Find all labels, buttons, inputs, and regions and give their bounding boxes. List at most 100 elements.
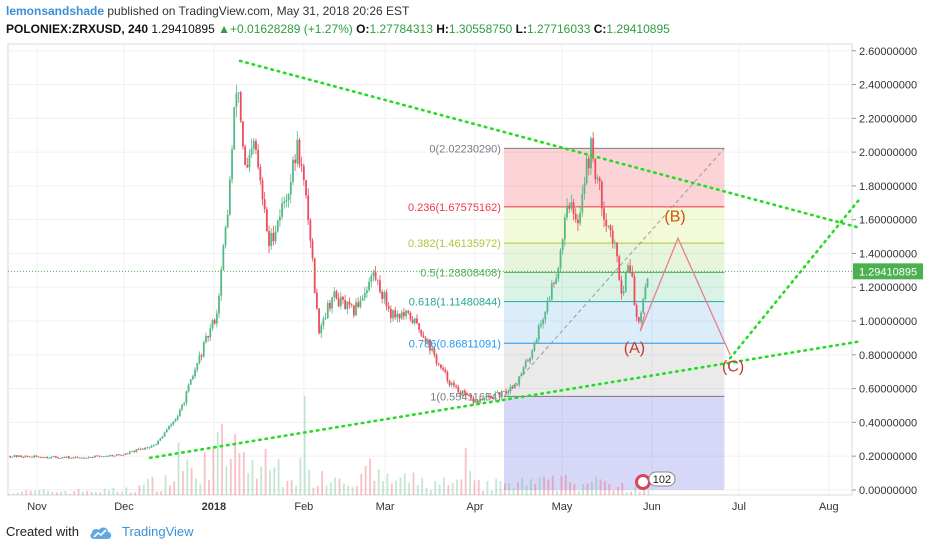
high-label: H: (436, 22, 449, 36)
volume-bar (356, 485, 358, 495)
open-value: 1.27784313 (369, 22, 433, 36)
candle-body (346, 301, 349, 309)
volume-bar (264, 449, 267, 495)
candle-body (174, 419, 177, 422)
candle-body (128, 451, 131, 454)
volume-bar (286, 480, 289, 495)
open-label: O: (356, 22, 370, 36)
volume-bar (395, 480, 397, 495)
fib-zone (503, 343, 725, 397)
created-with-label: Created with (6, 524, 79, 539)
events-badge (648, 471, 676, 487)
candle-body (146, 447, 149, 449)
volume-bar (251, 459, 254, 495)
candle-body (507, 391, 510, 394)
candle-body (17, 455, 20, 457)
volume-bar (521, 477, 524, 495)
candle-body (433, 348, 436, 355)
candle-body (294, 159, 297, 164)
candle-body (596, 177, 599, 180)
x-tick-label: Jun (643, 501, 661, 513)
candle-body (561, 239, 564, 251)
candle-body (466, 393, 468, 396)
last-price-tag (853, 263, 923, 280)
author-link[interactable]: lemonsandshade (6, 4, 105, 18)
candle-body (318, 308, 320, 334)
candle-body (498, 392, 501, 398)
candle-body (359, 300, 362, 307)
candle-body (233, 107, 236, 150)
volume-bar (373, 480, 376, 495)
candle-body (463, 390, 466, 394)
candle-body (246, 164, 249, 168)
tradingview-brand[interactable]: TradingView (122, 524, 194, 539)
candle-body (537, 325, 540, 340)
x-tick-label: Jul (732, 501, 746, 513)
volume-bar (551, 475, 554, 495)
wave-label-a: (A) (624, 340, 645, 357)
candle-body (165, 429, 168, 433)
volume-bar (316, 485, 319, 495)
candle-body (509, 386, 512, 392)
volume-bar (16, 492, 19, 495)
volume-bar (303, 395, 306, 495)
volume-bar (142, 484, 145, 495)
candle-body (574, 213, 577, 220)
x-tick-label: Mar (376, 501, 395, 513)
candle-body (387, 306, 390, 309)
candle-body (220, 269, 223, 296)
candle-body (46, 457, 49, 459)
candle-body (168, 425, 170, 430)
candle-body (150, 445, 153, 448)
candle-body (559, 250, 562, 268)
candle-body (535, 339, 538, 343)
candle-body (453, 382, 455, 386)
volume-bar (312, 487, 315, 495)
volume-bar (543, 476, 545, 495)
candle-body (194, 369, 196, 377)
volume-bar (177, 442, 180, 495)
candle-body (152, 445, 155, 446)
candle-body (587, 158, 590, 169)
volume-bar (151, 476, 154, 495)
candle-body (407, 310, 410, 313)
candle-body (65, 456, 68, 458)
volume-bar (282, 487, 284, 495)
volume-bar (599, 479, 602, 495)
symbol-name[interactable]: POLONIEX:ZRXUSD, 240 (6, 22, 149, 36)
candle-body (444, 369, 447, 373)
volume-bar (604, 480, 606, 495)
volume-bar (351, 486, 354, 495)
volume-bar (160, 491, 163, 495)
candle-body (600, 181, 603, 209)
volume-bar (173, 481, 176, 495)
candle-body (91, 457, 94, 458)
candle-body (215, 313, 218, 324)
volume-bar (434, 480, 437, 495)
volume-bar (630, 491, 632, 495)
fib-zone (503, 206, 725, 244)
candle-body (513, 384, 516, 389)
volume-bar (425, 487, 428, 495)
candle-body (307, 195, 310, 221)
candle-body (376, 279, 379, 281)
volume-bar (447, 485, 450, 495)
volume-bar (390, 483, 393, 495)
candle-body (39, 457, 42, 459)
candle-body (361, 298, 364, 301)
candle-body (178, 409, 181, 417)
candle-body (209, 328, 212, 338)
fib-zone (503, 148, 725, 207)
candle-body (581, 194, 584, 213)
candle-body (618, 256, 621, 281)
candle-body (113, 455, 116, 457)
volume-bar (38, 490, 41, 495)
volume-bar (490, 490, 493, 495)
volume-bar (625, 492, 628, 495)
candle-body (424, 337, 427, 343)
volume-bar (399, 477, 402, 495)
plot-area (7, 43, 853, 496)
volume-bar (590, 482, 593, 495)
fib-zone (503, 272, 725, 302)
